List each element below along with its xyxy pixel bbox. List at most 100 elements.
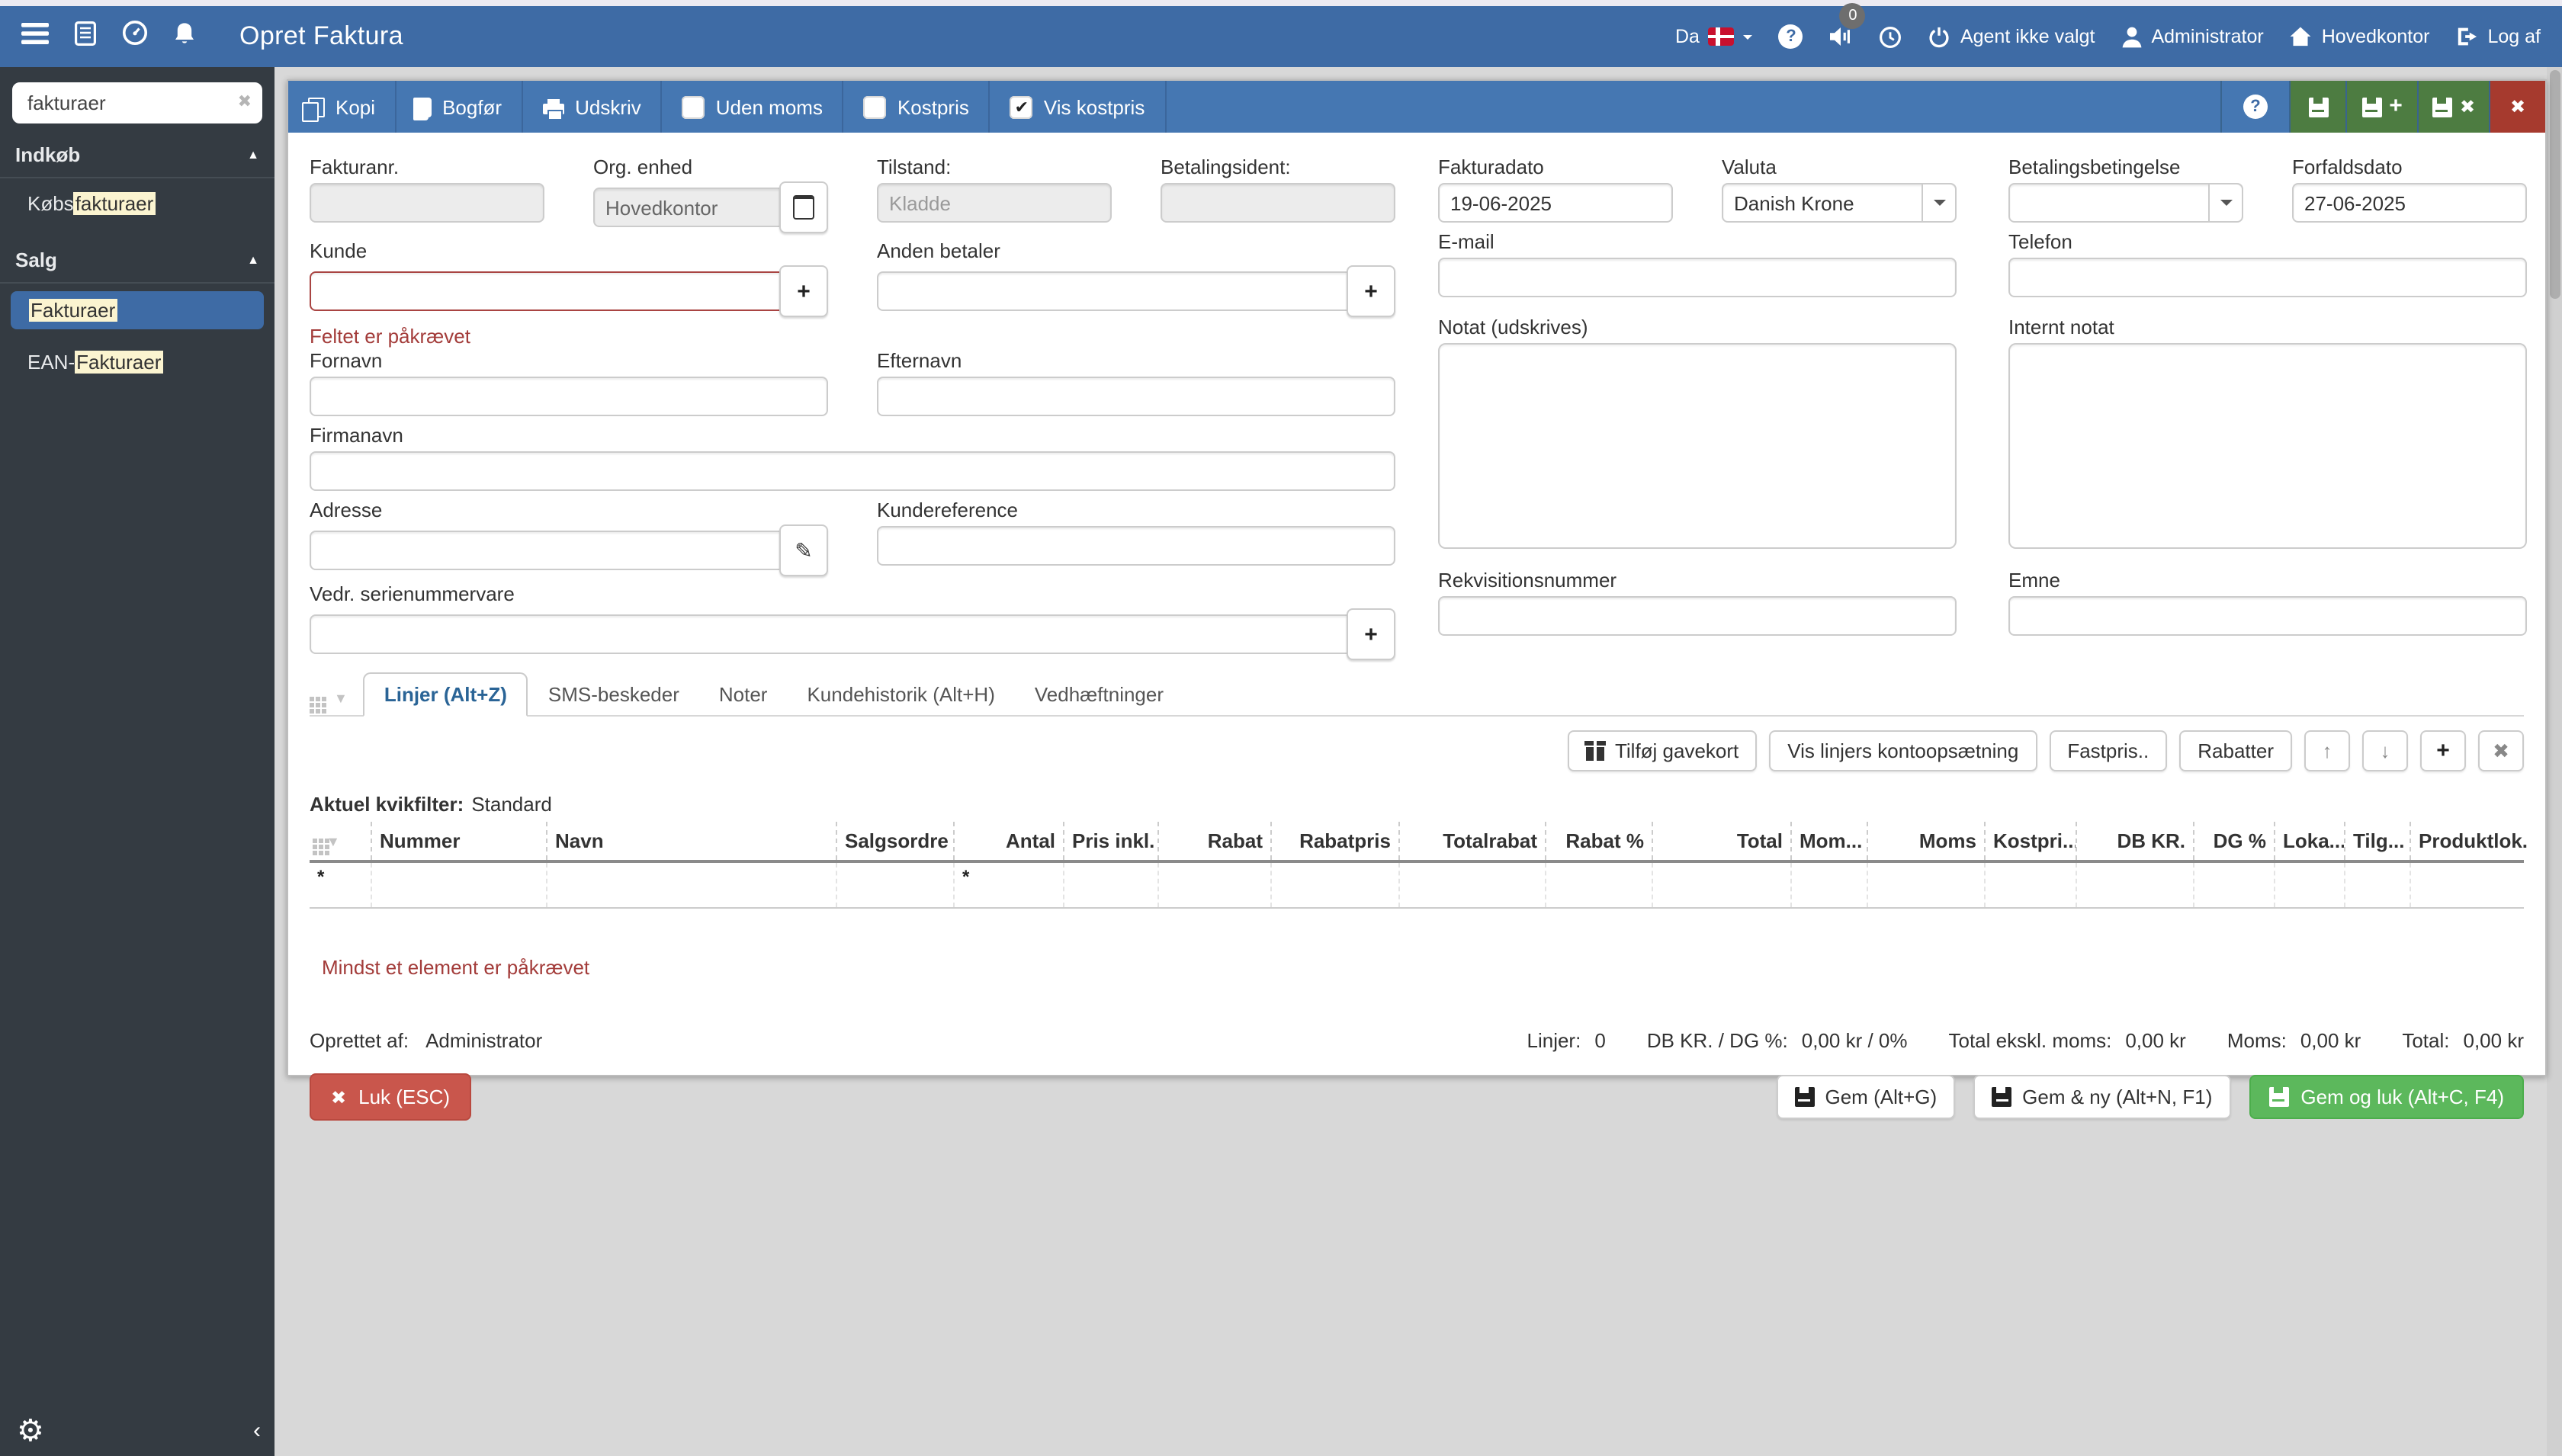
betalingsbetingelse-select[interactable] [2008, 183, 2243, 223]
language-selector[interactable]: Da [1675, 26, 1753, 47]
fakturanr-input[interactable] [310, 183, 544, 223]
efternavn-input[interactable] [877, 377, 1395, 416]
sidebar-item-fakturaer[interactable]: Fakturaer [11, 291, 264, 329]
col-header[interactable]: Navn [546, 822, 836, 860]
copy-button[interactable]: Kopi [288, 81, 397, 133]
sidebar-search-input[interactable] [12, 82, 262, 123]
emne-input[interactable] [2008, 596, 2527, 636]
remove-line-button[interactable]: ✖ [2478, 730, 2524, 771]
col-header[interactable]: Nummer [371, 822, 546, 860]
adresse-input[interactable] [310, 531, 781, 570]
col-header[interactable]: Produktlok... [2410, 822, 2527, 860]
sidebar-item-ean-fakturaer[interactable]: EAN- Fakturaer [0, 337, 274, 387]
fixed-price-button[interactable]: Fastpris.. [2049, 730, 2168, 771]
hamburger-menu-icon[interactable] [21, 22, 49, 51]
valuta-select[interactable] [1722, 183, 1957, 223]
scrollbar-thumb[interactable] [2549, 70, 2560, 299]
add-gift-card-button[interactable]: Tilføj gavekort [1567, 730, 1758, 771]
betalingsident-input[interactable] [1161, 183, 1395, 223]
save-and-new-button[interactable]: Gem & ny (Alt+N, F1) [1973, 1075, 2231, 1119]
email-input[interactable] [1438, 258, 1957, 297]
col-header[interactable]: Tilg... [2344, 822, 2410, 860]
sound-button[interactable]: 0 [1829, 3, 1866, 47]
logout-button[interactable]: Log af [2455, 26, 2541, 47]
vertical-scrollbar[interactable] [2547, 67, 2562, 1456]
col-header[interactable]: Antal [953, 822, 1063, 860]
show-account-setup-button[interactable]: Vis linjers kontoopsætning [1769, 730, 2037, 771]
table-row[interactable]: * * [310, 863, 2524, 909]
add-customer-button[interactable]: + [779, 265, 828, 317]
add-serial-item-button[interactable]: + [1347, 608, 1395, 660]
dropdown-caret[interactable] [2208, 184, 2242, 221]
checkbox-vis-kostpris[interactable]: ✔ Vis kostpris [990, 81, 1167, 133]
close-button[interactable]: ✖ Luk (ESC) [310, 1073, 472, 1121]
col-header[interactable]: Totalrabat [1398, 822, 1545, 860]
col-header[interactable]: Moms [1867, 822, 1984, 860]
checkbox-uden-moms[interactable]: Uden moms [663, 81, 844, 133]
clear-search-icon[interactable]: ✖ [237, 93, 252, 111]
grid-menu-icon[interactable]: ▼ [310, 691, 348, 706]
sidebar-item-kobsfakturaer[interactable]: Købs fakturaer [0, 178, 274, 229]
anden-betaler-input[interactable] [877, 271, 1348, 311]
fakturadato-input[interactable] [1438, 183, 1673, 223]
checkbox-kostpris[interactable]: Kostpris [844, 81, 990, 133]
telefon-input[interactable] [2008, 258, 2527, 297]
move-line-down-button[interactable]: ↓ [2362, 730, 2408, 771]
sidebar-section-salg[interactable]: Salg ▲ [0, 229, 274, 282]
col-header[interactable]: DG % [2193, 822, 2274, 860]
tab-noter[interactable]: Noter [718, 683, 768, 706]
firmanavn-input[interactable] [310, 451, 1395, 491]
ribbon-close-button[interactable]: ✖ [2489, 81, 2545, 133]
ribbon-save-new-button[interactable]: + [2345, 81, 2417, 133]
save-and-close-button[interactable]: Gem og luk (Alt+C, F4) [2249, 1075, 2524, 1119]
sidebar-section-indkob[interactable]: Indkøb ▲ [0, 123, 274, 177]
kundereference-input[interactable] [877, 526, 1395, 566]
col-header[interactable]: Kostpri... [1984, 822, 2076, 860]
tilstand-input[interactable] [877, 183, 1112, 223]
col-header[interactable]: Pris inkl. m... [1063, 822, 1157, 860]
fornavn-input[interactable] [310, 377, 828, 416]
org-enhed-lookup-button[interactable] [779, 181, 828, 233]
agent-selector[interactable]: Agent ikke valgt [1928, 25, 2095, 48]
move-line-up-button[interactable]: ↑ [2304, 730, 2350, 771]
dropdown-caret[interactable] [1922, 184, 1955, 221]
col-header[interactable]: Mom... [1790, 822, 1867, 860]
bell-icon[interactable] [174, 21, 195, 53]
notat-textarea[interactable] [1438, 343, 1957, 549]
post-button[interactable]: Bogfør [396, 81, 524, 133]
tab-linjer[interactable]: Linjer (Alt+Z) [362, 672, 528, 717]
internt-notat-textarea[interactable] [2008, 343, 2527, 549]
save-button[interactable]: Gem (Alt+G) [1776, 1075, 1956, 1119]
print-button[interactable]: Udskriv [523, 81, 663, 133]
location-menu[interactable]: Hovedkontor [2290, 26, 2429, 47]
ribbon-help-button[interactable]: ? [2220, 81, 2289, 133]
user-menu[interactable]: Administrator [2121, 25, 2264, 48]
ribbon-save-button[interactable] [2289, 81, 2345, 133]
edit-address-button[interactable]: ✎ [779, 524, 828, 576]
tab-vedhaeftninger[interactable]: Vedhæftninger [1034, 683, 1164, 706]
tab-sms-beskeder[interactable]: SMS-beskeder [547, 683, 679, 706]
col-header[interactable]: DB KR. [2076, 822, 2193, 860]
col-header[interactable]: Rabat [1157, 822, 1270, 860]
table-corner-cell[interactable]: ▼ [310, 822, 371, 860]
col-header[interactable]: Rabat % [1545, 822, 1652, 860]
help-button[interactable]: ? [1778, 24, 1803, 49]
col-header[interactable]: Rabatpris [1270, 822, 1398, 860]
col-header[interactable]: Salgsordre [836, 822, 953, 860]
settings-gear-icon[interactable]: ⚙ [17, 1415, 44, 1448]
rekvisitionsnummer-input[interactable] [1438, 596, 1957, 636]
ribbon-save-close-button[interactable]: ✖ [2417, 81, 2489, 133]
col-header[interactable]: Loka... [2274, 822, 2344, 860]
serienummervare-input[interactable] [310, 614, 1348, 654]
kunde-input[interactable] [310, 271, 781, 311]
org-enhed-input[interactable] [593, 188, 781, 227]
journal-icon[interactable] [75, 21, 96, 53]
col-header[interactable]: Total [1652, 822, 1790, 860]
history-button[interactable] [1880, 25, 1902, 48]
tab-kundehistorik[interactable]: Kundehistorik (Alt+H) [807, 683, 995, 706]
add-payer-button[interactable]: + [1347, 265, 1395, 317]
discounts-button[interactable]: Rabatter [2179, 730, 2292, 771]
collapse-sidebar-icon[interactable]: ‹ [253, 1418, 261, 1444]
gauge-icon[interactable] [122, 20, 148, 53]
add-line-button[interactable]: + [2420, 730, 2466, 771]
